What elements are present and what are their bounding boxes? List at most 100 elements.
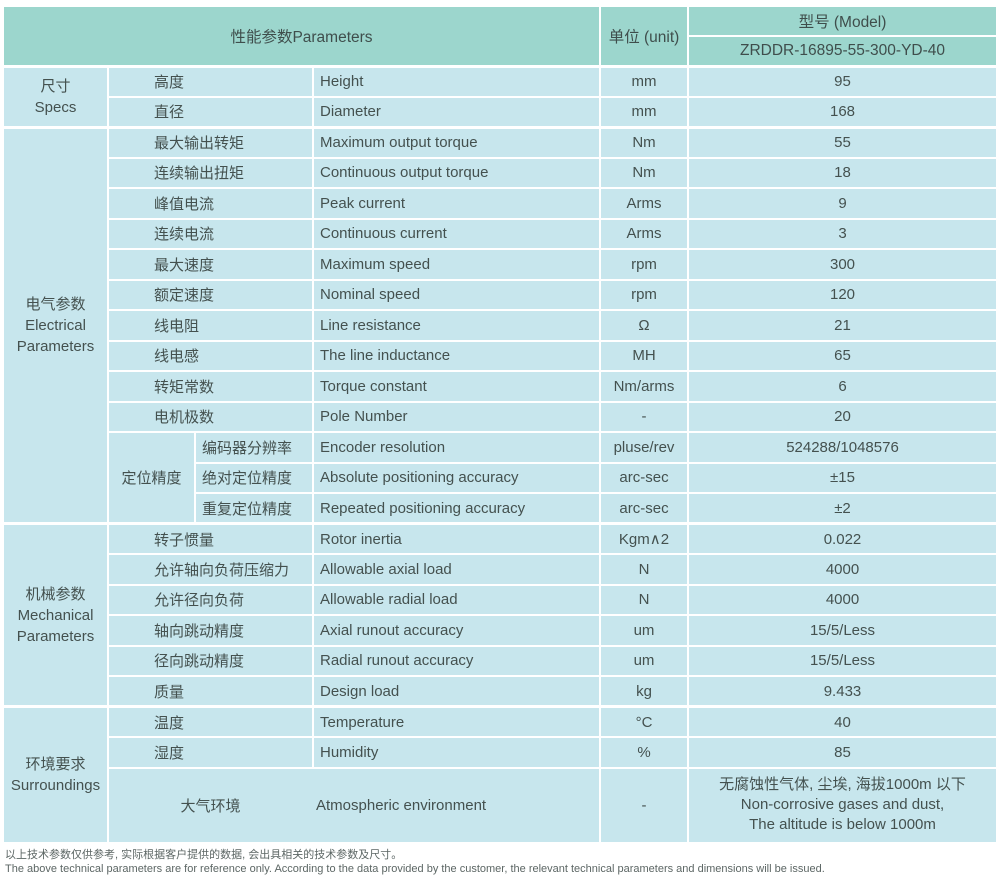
header-model: 型号 (Model)	[687, 5, 998, 37]
param-cn-label: 线电感	[107, 339, 314, 372]
param-en-label: Humidity	[312, 736, 601, 769]
param-unit: °C	[599, 705, 689, 738]
table-row: 机械参数 Mechanical Parameters 转子惯量 Rotor in…	[2, 522, 998, 708]
table-row: 环境要求 Surroundings 温度 Temperature °C 40	[2, 705, 998, 844]
param-cn-label: 直径	[107, 95, 314, 128]
table-row: 连续输出扭矩 Continuous output torque Nm 18	[3, 156, 998, 189]
param-value: 120	[687, 278, 998, 311]
param-cn-label: 允许径向负荷	[107, 583, 314, 616]
footnote: 以上技术参数仅供参考, 实际根据客户提供的数据, 会出具相关的技术参数及尺寸。 …	[5, 848, 998, 877]
param-en-label: Continuous current	[312, 217, 601, 250]
table-row: 最大速度 Maximum speed rpm 300	[3, 248, 998, 281]
param-unit: pluse/rev	[599, 431, 689, 464]
spec-table: 性能参数Parameters 单位 (unit) 型号 (Model) ZRDD…	[2, 5, 998, 844]
header-parameters: 性能参数Parameters	[2, 5, 601, 67]
param-en-label: Diameter	[312, 95, 601, 128]
table-row: 尺寸 Specs 高度 Height mm 95	[2, 64, 998, 128]
section-label-mechanical: 机械参数 Mechanical Parameters	[2, 522, 109, 708]
param-unit: N	[599, 553, 689, 586]
param-cn-label: 连续输出扭矩	[107, 156, 314, 189]
param-value: 168	[687, 95, 998, 128]
param-cn-label: 编码器分辨率	[194, 431, 314, 464]
value-line: 无腐蚀性气体, 尘埃, 海拔1000m 以下	[719, 776, 966, 793]
param-en-label: Repeated positioning accuracy	[312, 492, 601, 525]
footnote-en: The above technical parameters are for r…	[5, 863, 825, 875]
param-cn-label: 质量	[107, 675, 314, 708]
param-value: 524288/1048576	[687, 431, 998, 464]
param-en-label: Pole Number	[312, 400, 601, 433]
param-cn-label: 温度	[107, 705, 314, 738]
param-value: 40	[687, 705, 998, 738]
param-value: 0.022	[687, 522, 998, 555]
section-en: Specs	[34, 98, 77, 116]
param-unit: um	[599, 614, 689, 647]
param-en-label: Atmospheric environment	[316, 796, 487, 814]
param-unit: arc-sec	[599, 492, 689, 525]
param-value: 15/5/Less	[687, 614, 998, 647]
param-value: ±15	[687, 461, 998, 494]
param-value: 无腐蚀性气体, 尘埃, 海拔1000m 以下 Non-corrosive gas…	[687, 766, 998, 844]
param-en-label: Radial runout accuracy	[312, 644, 601, 677]
param-en-label: Torque constant	[312, 370, 601, 403]
param-value: 65	[687, 339, 998, 372]
param-cn-label: 允许轴向负荷压缩力	[107, 553, 314, 586]
param-en-label: Maximum output torque	[312, 125, 601, 159]
table-row: 径向跳动精度 Radial runout accuracy um 15/5/Le…	[3, 644, 998, 677]
param-cn-label: 高度	[107, 64, 314, 98]
param-value: 20	[687, 400, 998, 433]
param-unit: mm	[599, 64, 689, 98]
param-cn-label: 绝对定位精度	[194, 461, 314, 494]
table-row: 定位精度 编码器分辨率 Encoder resolution pluse/rev…	[3, 431, 998, 525]
param-unit: -	[599, 400, 689, 433]
param-en-label: Line resistance	[312, 309, 601, 342]
param-en-label: Absolute positioning accuracy	[312, 461, 601, 494]
table-row: 额定速度 Nominal speed rpm 120	[3, 278, 998, 311]
param-cn-label: 湿度	[107, 736, 314, 769]
table-row: 直径 Diameter mm 168	[3, 95, 998, 128]
param-unit: rpm	[599, 248, 689, 281]
table-row: 质量 Design load kg 9.433	[3, 675, 998, 708]
section-en: Electrical Parameters	[16, 316, 95, 355]
subgroup-label-positioning: 定位精度	[107, 431, 196, 525]
footnote-cn: 以上技术参数仅供参考, 实际根据客户提供的数据, 会出具相关的技术参数及尺寸。	[5, 848, 403, 861]
table-row: 线电阻 Line resistance Ω 21	[3, 309, 998, 342]
section-label-specs: 尺寸 Specs	[2, 64, 109, 128]
param-en-label: Allowable axial load	[312, 553, 601, 586]
value-line: The altitude is below 1000m	[749, 816, 936, 833]
param-value: 3	[687, 217, 998, 250]
table-row: 允许径向负荷 Allowable radial load N 4000	[3, 583, 998, 616]
param-cn-label: 径向跳动精度	[107, 644, 314, 677]
param-unit: rpm	[599, 278, 689, 311]
param-cn-label: 峰值电流	[107, 187, 314, 220]
param-unit: kg	[599, 675, 689, 708]
param-en-label: Design load	[312, 675, 601, 708]
param-unit: N	[599, 583, 689, 616]
header-unit: 单位 (unit)	[599, 5, 689, 67]
param-en-label: Temperature	[312, 705, 601, 738]
param-cn-label: 最大速度	[107, 248, 314, 281]
value-line: Non-corrosive gases and dust,	[740, 796, 945, 813]
param-cn-label: 连续电流	[107, 217, 314, 250]
param-value: 9.433	[687, 675, 998, 708]
table-row: 线电感 The line inductance MH 65	[3, 339, 998, 372]
section-en: Surroundings	[10, 776, 101, 794]
param-value: 18	[687, 156, 998, 189]
param-en-label: Axial runout accuracy	[312, 614, 601, 647]
param-en-label: Rotor inertia	[312, 522, 601, 555]
param-unit: um	[599, 644, 689, 677]
param-en-label: Continuous output torque	[312, 156, 601, 189]
table-row: 绝对定位精度 Absolute positioning accuracy arc…	[3, 461, 998, 494]
param-unit: Nm/arms	[599, 370, 689, 403]
section-cn: 尺寸	[40, 77, 71, 95]
param-atmosphere-label: 大气环境 Atmospheric environment	[107, 766, 601, 844]
param-en-label: Maximum speed	[312, 248, 601, 281]
param-cn-label: 线电阻	[107, 309, 314, 342]
section-cn: 机械参数	[25, 585, 86, 603]
param-value: 4000	[687, 553, 998, 586]
param-value: 6	[687, 370, 998, 403]
param-cn-label: 电机极数	[107, 400, 314, 433]
section-label-surroundings: 环境要求 Surroundings	[2, 705, 109, 844]
section-cn: 电气参数	[25, 295, 86, 313]
param-value: 4000	[687, 583, 998, 616]
param-value: 21	[687, 309, 998, 342]
